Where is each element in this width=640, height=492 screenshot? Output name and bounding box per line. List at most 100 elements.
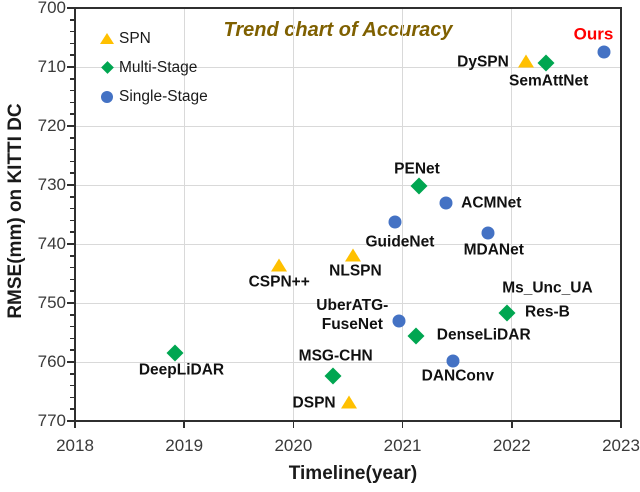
y-minor-tick-724: [70, 148, 75, 151]
penet-label: PENet: [394, 160, 440, 178]
y-tick-label-720: 720: [37, 116, 66, 135]
dspn-label: DSPN: [292, 394, 336, 412]
y-minor-tick-766: [70, 396, 75, 399]
plot-border: [74, 7, 622, 422]
legend-item-single-stage: Single-Stage: [97, 82, 208, 111]
y-gridline-740: [75, 243, 621, 245]
y-minor-tick-752: [70, 314, 75, 316]
y-gridline-760: [75, 361, 621, 363]
dspn-marker: [341, 395, 358, 409]
y-tick-label-730: 730: [37, 175, 66, 194]
x-tick-label-2020: 2020: [274, 436, 313, 455]
y-gridline-710: [75, 66, 621, 68]
y-gridline-730: [75, 184, 621, 186]
y-minor-tick-714: [70, 89, 75, 92]
x-tick-label-2022: 2022: [492, 436, 531, 455]
semattnet-label: SemAttNet: [509, 73, 589, 90]
ms-unc-ua-res-b-label-1: Res-B: [525, 303, 570, 321]
y-minor-tick-738: [70, 231, 75, 233]
uberatg-fusenet-marker: [392, 314, 406, 328]
legend-label-single-stage: Single-Stage: [119, 87, 208, 105]
y-minor-tick-758: [70, 349, 75, 351]
y-minor-tick-756: [70, 337, 75, 340]
denselidar-label: DenseLiDAR: [436, 326, 531, 344]
y-tick-label-750: 750: [37, 293, 66, 312]
y-minor-tick-732: [70, 196, 75, 198]
x-major-tick-2020: [292, 421, 295, 428]
x-gridline-2021: [402, 8, 404, 421]
danconv-marker: [446, 354, 460, 368]
y-major-tick-740: [67, 243, 75, 245]
chart-title: Trend chart of Accuracy: [223, 19, 453, 41]
x-gridline-2019: [183, 8, 185, 421]
y-major-tick-750: [67, 302, 75, 304]
y-minor-tick-754: [70, 325, 75, 328]
mdanet-label: MDANet: [463, 241, 524, 259]
multi-stage-diamond-icon: [100, 61, 114, 74]
cspn-label: CSPN++: [248, 273, 310, 291]
y-gridline-750: [75, 302, 621, 304]
x-tick-label-2023: 2023: [602, 436, 640, 455]
y-minor-tick-762: [70, 373, 75, 375]
uberatg-fusenet-label: UberATG- FuseNet: [316, 296, 389, 333]
dyspn-label: DySPN: [457, 53, 509, 71]
y-tick-label-700: 700: [37, 0, 66, 17]
y-minor-tick-704: [70, 30, 75, 33]
y-minor-tick-746: [70, 278, 75, 281]
y-major-tick-730: [67, 184, 75, 186]
single-stage-circle-icon: [101, 90, 113, 103]
dyspn-marker: [517, 54, 534, 68]
ours-label: Ours: [573, 24, 614, 44]
legend-item-spn: SPN: [97, 24, 208, 53]
y-minor-tick-744: [70, 266, 75, 269]
x-major-tick-2022: [511, 421, 513, 428]
acmnet-label: ACMNet: [461, 194, 522, 212]
y-gridline-720: [75, 125, 621, 127]
guidenet-marker: [388, 215, 402, 229]
danconv-label: DANConv: [421, 367, 494, 385]
y-major-tick-770: [67, 420, 75, 422]
y-major-tick-760: [67, 361, 75, 363]
x-major-tick-2021: [401, 421, 404, 428]
y-minor-tick-768: [70, 408, 75, 410]
y-tick-label-770: 770: [37, 411, 66, 430]
y-minor-tick-706: [70, 42, 75, 45]
legend-label-multi-stage: Multi-Stage: [119, 58, 198, 76]
y-minor-tick-734: [70, 207, 75, 210]
y-minor-tick-748: [70, 290, 75, 292]
y-minor-tick-736: [70, 219, 75, 222]
deeplidar-label: DeepLiDAR: [138, 361, 225, 379]
ours-marker: [597, 45, 611, 59]
ms-unc-ua-res-b-label-0: Ms_Unc_UA: [502, 279, 593, 297]
y-tick-label-760: 760: [37, 352, 66, 371]
y-major-tick-710: [67, 66, 75, 68]
y-minor-tick-708: [70, 54, 75, 56]
legend-item-multi-stage: Multi-Stage: [97, 53, 208, 82]
x-tick-label-2019: 2019: [165, 436, 204, 455]
x-tick-label-2021: 2021: [383, 436, 422, 455]
y-minor-tick-718: [70, 113, 75, 115]
y-minor-tick-712: [70, 78, 75, 80]
x-major-tick-2023: [620, 421, 622, 428]
legend-label-spn: SPN: [119, 29, 151, 47]
guidenet-label: GuideNet: [365, 233, 435, 251]
x-major-tick-2019: [183, 421, 185, 428]
y-major-tick-700: [67, 7, 75, 9]
msg-chn-label: MSG-CHN: [298, 347, 373, 365]
nlspn-label: NLSPN: [329, 262, 382, 280]
nlspn-marker: [345, 248, 362, 262]
legend: SPN Multi-Stage Single-Stage: [97, 24, 208, 111]
y-minor-tick-726: [70, 160, 75, 163]
spn-triangle-icon: [100, 33, 114, 44]
x-major-tick-2018: [74, 421, 76, 428]
mdanet-marker: [481, 226, 495, 240]
x-tick-label-2018: 2018: [56, 436, 94, 455]
y-tick-label-710: 710: [37, 57, 66, 76]
y-minor-tick-722: [70, 137, 75, 139]
x-gridline-2020: [292, 8, 294, 421]
y-minor-tick-728: [70, 172, 75, 174]
y-minor-tick-702: [70, 19, 75, 21]
y-axis-title: RMSE(mm) on KITTI DC: [5, 102, 26, 319]
acmnet-marker: [439, 196, 453, 210]
